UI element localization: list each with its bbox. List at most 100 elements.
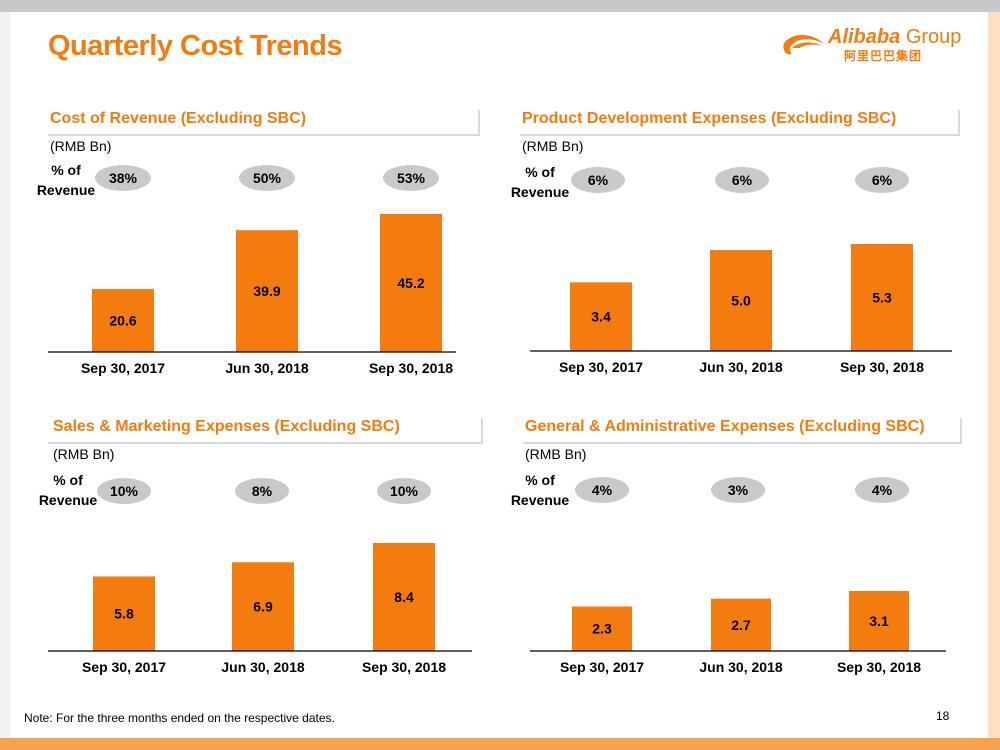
panel-cost-of-revenue: Cost of Revenue (Excluding SBC) (RMB Bn)… xyxy=(37,110,488,380)
pct-label-line1: % of xyxy=(525,164,555,180)
unit-label: (RMB Bn) xyxy=(50,138,112,154)
pct-pill-label: 10% xyxy=(110,483,139,499)
footnote: Note: For the three months ended on the … xyxy=(24,711,335,725)
data-label: 6.9 xyxy=(253,599,273,615)
panel-general-administrative: General & Administrative Expenses (Exclu… xyxy=(511,418,962,688)
bar-chart: 3.4 Sep 30, 2017 5.0 Jun 30, 2018 5.3 Sep 30,… xyxy=(530,167,952,375)
x-tick-label: Sep 30, 2017 xyxy=(81,360,165,376)
panel-title-rule xyxy=(520,110,960,136)
alibaba-logo: Alibaba Group 阿里巴巴集团 xyxy=(778,26,978,66)
x-tick-label: Sep 30, 2018 xyxy=(362,659,446,675)
data-label: 2.7 xyxy=(731,617,751,633)
data-label: 5.0 xyxy=(731,293,751,309)
x-tick-label: Sep 30, 2017 xyxy=(82,659,166,675)
x-tick-label: Sep 30, 2018 xyxy=(369,360,453,376)
data-label: 2.3 xyxy=(592,621,612,637)
pct-pill xyxy=(383,165,439,191)
data-label: 3.1 xyxy=(869,613,889,629)
bar xyxy=(851,244,913,351)
pct-pill-label: 3% xyxy=(728,482,749,498)
pct-label-line1: % of xyxy=(51,162,81,178)
logo-chinese-text: 阿里巴巴集团 xyxy=(844,49,923,63)
pct-of-revenue-label: % of Revenue xyxy=(508,162,572,202)
data-label: 5.8 xyxy=(114,606,134,622)
pct-pill xyxy=(711,477,765,503)
pct-pill-label: 10% xyxy=(390,483,419,499)
bar xyxy=(849,591,909,651)
bottom-band xyxy=(0,738,1000,750)
alibaba-logo-icon xyxy=(783,34,824,55)
pct-pill xyxy=(377,478,431,504)
pct-pill xyxy=(239,165,295,191)
pct-pill-label: 6% xyxy=(732,172,753,188)
data-label: 5.3 xyxy=(872,290,892,306)
data-label: 20.6 xyxy=(109,313,136,329)
bar xyxy=(711,598,771,651)
data-label: 8.4 xyxy=(394,589,414,605)
x-tick-label: Sep 30, 2018 xyxy=(840,359,924,375)
unit-label: (RMB Bn) xyxy=(522,138,584,154)
x-tick-label: Sep 30, 2017 xyxy=(559,359,643,375)
pct-pill xyxy=(855,167,909,193)
bar xyxy=(572,606,632,651)
panel-title: Sales & Marketing Expenses (Excluding SB… xyxy=(53,418,400,435)
pct-pill-label: 38% xyxy=(109,170,138,186)
pct-pill xyxy=(235,478,289,504)
pct-of-revenue-label: % of Revenue xyxy=(36,160,96,200)
bar xyxy=(93,576,155,651)
left-band xyxy=(0,12,10,738)
bar xyxy=(92,289,154,352)
pct-of-revenue-label: % of Revenue xyxy=(38,470,98,510)
pct-pill-label: 53% xyxy=(397,170,426,186)
bar-chart: 2.3 Sep 30, 2017 2.7 Jun 30, 2018 3.1 Sep 30,… xyxy=(530,477,946,675)
pct-label-line1: % of xyxy=(525,472,555,488)
pct-pill xyxy=(97,478,151,504)
logo-alibaba-text: Alibaba xyxy=(828,26,901,48)
panel-sales-marketing: Sales & Marketing Expenses (Excluding SB… xyxy=(39,418,488,688)
pct-pill-label: 8% xyxy=(252,483,273,499)
pct-label-line2: Revenue xyxy=(510,492,570,508)
pct-label-line1: % of xyxy=(53,472,83,488)
unit-label: (RMB Bn) xyxy=(525,446,587,462)
bar xyxy=(232,562,294,651)
pct-pill xyxy=(571,167,625,193)
pct-label-line2: Revenue xyxy=(38,492,98,508)
bar xyxy=(373,543,435,651)
panel-title: Cost of Revenue (Excluding SBC) xyxy=(50,110,307,127)
panel-title-rule xyxy=(523,418,962,444)
pct-pill-label: 4% xyxy=(872,482,893,498)
panel-title: Product Development Expenses (Excluding … xyxy=(522,110,897,127)
panel-title-rule xyxy=(48,418,483,444)
top-band xyxy=(0,0,1000,12)
bar xyxy=(570,282,632,351)
panel-product-development: Product Development Expenses (Excluding … xyxy=(511,110,960,380)
bar-chart: 5.8 Sep 30, 2017 6.9 Jun 30, 2018 8.4 Sep 30,… xyxy=(48,478,472,675)
pct-pill xyxy=(95,165,151,191)
data-label: 45.2 xyxy=(397,275,424,291)
pct-pill xyxy=(715,167,769,193)
bar-chart: 20.6 Sep 30, 2017 39.9 Jun 30, 2018 45.2 Sep … xyxy=(48,165,456,376)
logo-wordmark: Alibaba Group xyxy=(828,26,961,49)
x-tick-label: Sep 30, 2017 xyxy=(560,659,644,675)
bar xyxy=(236,230,298,352)
pct-pill xyxy=(855,477,909,503)
data-label: 39.9 xyxy=(253,283,280,299)
unit-label: (RMB Bn) xyxy=(53,446,115,462)
x-tick-label: Jun 30, 2018 xyxy=(221,659,304,675)
pct-label-line2: Revenue xyxy=(510,184,570,200)
page-number: 18 xyxy=(936,709,950,723)
panel-title: General & Administrative Expenses (Exclu… xyxy=(525,418,925,435)
pct-pill-label: 4% xyxy=(592,482,613,498)
panel-title-rule xyxy=(48,110,480,136)
right-band xyxy=(988,12,1000,738)
pct-label-line2: Revenue xyxy=(36,182,96,198)
x-tick-label: Sep 30, 2018 xyxy=(837,659,921,675)
x-tick-label: Jun 30, 2018 xyxy=(699,359,782,375)
pct-of-revenue-label: % of Revenue xyxy=(508,470,572,510)
logo-group-text: Group xyxy=(905,26,962,48)
pct-pill xyxy=(575,477,629,503)
bar xyxy=(380,214,442,352)
pct-pill-label: 6% xyxy=(588,172,609,188)
slide-title: Quarterly Cost Trends xyxy=(48,30,343,62)
data-label: 3.4 xyxy=(591,309,611,325)
